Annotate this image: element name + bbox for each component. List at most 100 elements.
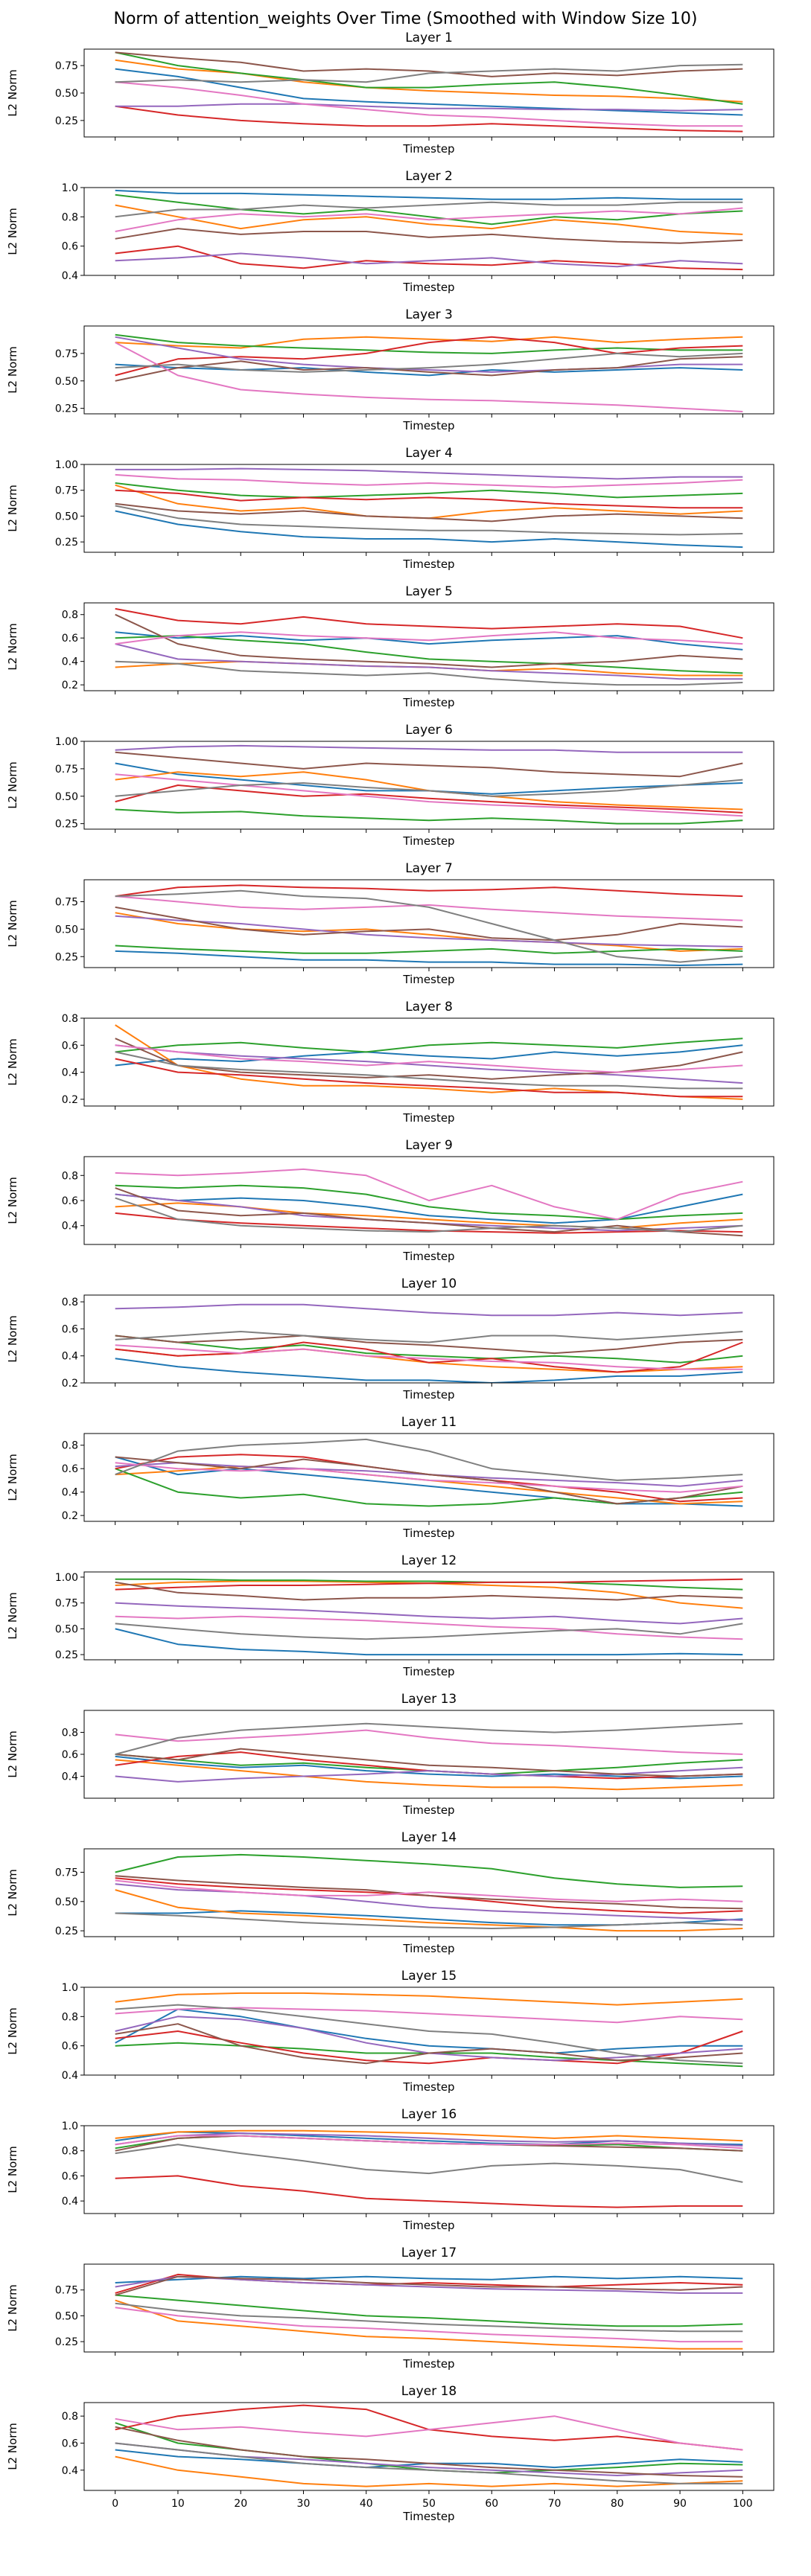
y-tick-label: 0.75 <box>55 764 78 776</box>
x-tick-label: 90 <box>673 2498 687 2510</box>
panel-4: Layer 4 0.25 0.50 0.75 1.00 L2 Norm Timestep <box>6 446 775 571</box>
panel-title: Layer 13 <box>401 1692 457 1707</box>
y-tick-label: 0.50 <box>55 791 78 803</box>
series-line-2 <box>115 59 743 103</box>
y-tick-label: 0.6 <box>62 2041 78 2053</box>
y-tick-label: 1.0 <box>62 182 78 194</box>
panel-10: Layer 10 0.2 0.4 0.6 0.8 L2 Norm Timestep <box>6 1276 775 1402</box>
series-line-8 <box>115 779 743 797</box>
series-line-1 <box>115 68 743 116</box>
y-tick-label: 0.8 <box>62 2011 78 2023</box>
y-tick-label: 0.4 <box>62 1221 78 1233</box>
y-axis-label: L2 Norm <box>6 1315 19 1363</box>
x-axis-label: Timestep <box>402 1665 454 1678</box>
y-tick-label: 0.8 <box>62 1170 78 1182</box>
y-tick-label: 0.4 <box>62 1351 78 1363</box>
series-line-7 <box>115 1879 743 1902</box>
series-line-1 <box>115 2008 743 2054</box>
y-tick-label: 1.00 <box>55 736 78 748</box>
x-axis-label: Timestep <box>402 281 454 294</box>
series-group <box>115 1024 743 1100</box>
series-line-7 <box>115 473 743 488</box>
y-axis-label: L2 Norm <box>6 900 19 947</box>
series-line-3 <box>115 945 743 954</box>
y-tick-label: 0.25 <box>55 819 78 831</box>
series-line-6 <box>115 1581 743 1601</box>
panel-title: Layer 14 <box>401 1830 457 1845</box>
y-tick-label: 0.50 <box>55 1896 78 1908</box>
x-tick-label: 20 <box>234 2498 247 2510</box>
series-line-8 <box>115 1623 743 1640</box>
y-tick-label: 0.50 <box>55 2310 78 2322</box>
panel-13: Layer 13 0.4 0.6 0.8 L2 Norm Timestep <box>6 1692 775 1817</box>
x-axis-label: Timestep <box>402 973 454 986</box>
y-tick-label: 1.00 <box>55 1572 78 1584</box>
series-line-7 <box>115 895 743 921</box>
series-line-5 <box>115 1303 743 1317</box>
series-line-4 <box>115 784 743 814</box>
y-tick-label: 0.8 <box>62 211 78 223</box>
series-line-6 <box>115 356 743 382</box>
series-line-8 <box>115 2144 743 2183</box>
series-line-7 <box>115 2415 743 2451</box>
series-line-1 <box>115 510 743 549</box>
y-axis-label: L2 Norm <box>6 1592 19 1640</box>
series-group <box>115 884 743 966</box>
y-tick-label: 0.25 <box>55 1649 78 1661</box>
y-tick-label: 0.2 <box>62 1378 78 1390</box>
series-line-7 <box>115 2307 743 2343</box>
panel-14: Layer 14 0.25 0.50 0.75 L2 Norm Timestep <box>6 1830 775 1955</box>
panel-title: Layer 16 <box>401 2107 457 2122</box>
series-group <box>115 333 743 412</box>
y-axis-label: L2 Norm <box>6 485 19 532</box>
series-line-2 <box>115 204 743 235</box>
y-axis-label: L2 Norm <box>6 1454 19 1501</box>
y-tick-label: 0.8 <box>62 2146 78 2158</box>
y-tick-label: 0.6 <box>62 633 78 645</box>
series-line-8 <box>115 1438 743 1481</box>
series-line-8 <box>115 660 743 686</box>
series-line-6 <box>115 502 743 522</box>
series-line-2 <box>115 912 743 952</box>
panel-9: Layer 9 0.4 0.6 0.8 L2 Norm Timestep <box>6 1138 775 1263</box>
series-line-4 <box>115 336 743 377</box>
y-tick-label: 0.50 <box>55 924 78 936</box>
y-axis-label: L2 Norm <box>6 623 19 671</box>
series-line-4 <box>115 1058 743 1098</box>
series-line-1 <box>115 1358 743 1383</box>
series-line-4 <box>115 1341 743 1373</box>
series-line-6 <box>115 1335 743 1355</box>
series-line-6 <box>115 2275 743 2296</box>
series-line-6 <box>115 906 743 942</box>
series-line-5 <box>115 2132 743 2147</box>
y-tick-label: 0.25 <box>55 537 78 549</box>
series-line-7 <box>115 1615 743 1640</box>
y-tick-label: 0.75 <box>55 1598 78 1610</box>
y-tick-label: 0.2 <box>62 1510 78 1522</box>
x-axis-label: Timestep <box>402 1527 454 1540</box>
series-line-8 <box>115 1051 743 1090</box>
panel-16: Layer 16 0.4 0.6 0.8 1.0 L2 Norm Timestep <box>6 2107 775 2232</box>
series-line-5 <box>115 1602 743 1625</box>
y-tick-label: 0.6 <box>62 2438 78 2449</box>
y-tick-label: 0.4 <box>62 270 78 282</box>
panel-title: Layer 1 <box>405 31 453 45</box>
series-line-1 <box>115 189 743 200</box>
series-line-2 <box>115 1202 743 1230</box>
series-line-5 <box>115 643 743 680</box>
x-axis-label: Timestep <box>402 419 454 432</box>
panel-title: Layer 12 <box>401 1553 457 1568</box>
y-axis-label: L2 Norm <box>6 2146 19 2193</box>
y-tick-label: 0.8 <box>62 1013 78 1025</box>
y-tick-label: 0.75 <box>55 485 78 497</box>
panel-title: Layer 11 <box>401 1415 457 1430</box>
y-tick-label: 0.4 <box>62 1771 78 1783</box>
series-line-1 <box>115 363 743 377</box>
y-tick-label: 0.6 <box>62 1323 78 1335</box>
y-tick-label: 0.4 <box>62 1487 78 1499</box>
series-line-6 <box>115 51 743 77</box>
x-axis-label: Timestep <box>402 696 454 709</box>
y-axis-label: L2 Norm <box>6 2007 19 2055</box>
y-axis-label: L2 Norm <box>6 346 19 394</box>
